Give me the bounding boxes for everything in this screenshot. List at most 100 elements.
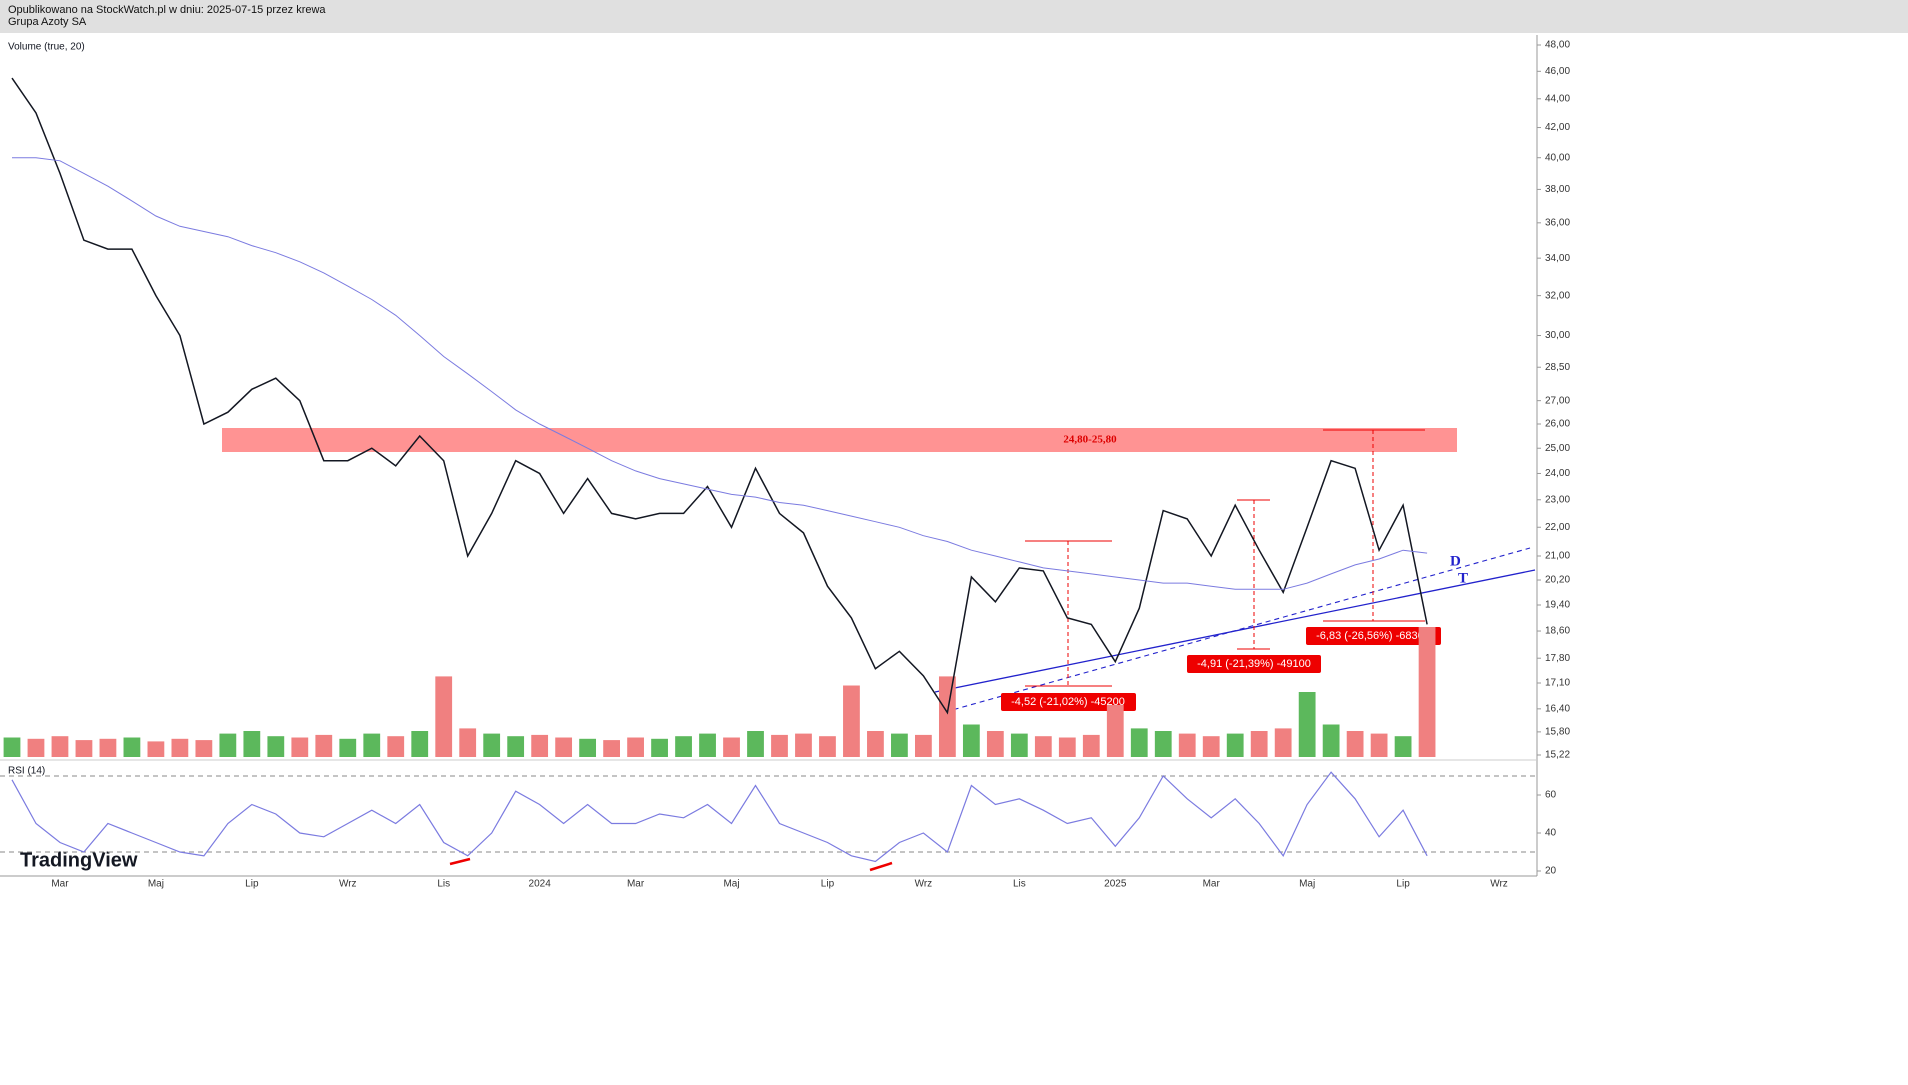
y-tick-label: 17,10 xyxy=(1545,678,1570,689)
volume-bar xyxy=(1346,731,1364,757)
header-line: Opublikowano na StockWatch.pl w dniu: 20… xyxy=(8,4,326,16)
measure-box xyxy=(1187,655,1321,673)
rsi-tick-label: 60 xyxy=(1545,790,1557,801)
volume-bar xyxy=(507,736,525,757)
measure-lines xyxy=(1025,429,1425,687)
volume-bar xyxy=(1034,736,1052,757)
y-tick-label: 19,40 xyxy=(1545,600,1570,611)
volume-bar xyxy=(627,737,644,757)
volume-bar xyxy=(1178,733,1196,757)
trend-line-dashed xyxy=(944,547,1531,713)
volume-bar xyxy=(1010,733,1028,757)
zone-label: 24,80-25,80 xyxy=(1063,434,1117,446)
rsi-tick-label: 40 xyxy=(1545,828,1557,839)
volume-bar xyxy=(795,733,812,757)
volume-bar xyxy=(915,734,932,757)
volume-bar xyxy=(459,728,477,757)
volume-bar xyxy=(651,738,668,757)
price-line xyxy=(11,77,1428,715)
y-tick-label: 22,00 xyxy=(1545,522,1570,533)
volume-bar xyxy=(123,737,141,757)
y-tick-label: 42,00 xyxy=(1545,122,1570,133)
divergence-mark xyxy=(869,861,893,872)
rsi-line xyxy=(11,771,1428,863)
x-tick-label: Lis xyxy=(1013,879,1026,890)
volume-bar xyxy=(363,733,381,757)
volume-bar xyxy=(1226,733,1244,757)
y-tick-label: 28,50 xyxy=(1545,362,1570,373)
x-tick-label: Lip xyxy=(245,879,259,890)
x-tick-label: Wrz xyxy=(339,879,357,890)
x-tick-label: Maj xyxy=(723,879,739,890)
volume-label: Volume (true, 20) xyxy=(8,42,85,53)
y-tick-label: 21,00 xyxy=(1545,551,1570,562)
volume-bar xyxy=(387,736,405,757)
measure-label: -6,83 (-26,56%) -68300 xyxy=(1316,630,1430,642)
x-tick-label: Maj xyxy=(1299,879,1315,890)
volume-bar xyxy=(267,736,285,757)
x-tick-label: Wrz xyxy=(915,879,933,890)
volume-bar xyxy=(171,738,189,757)
volume-bar xyxy=(75,740,93,757)
volume-bar xyxy=(1106,705,1124,757)
volume-bar xyxy=(819,736,836,757)
x-tick-label: Mar xyxy=(1203,879,1221,890)
volume-bar xyxy=(339,738,357,757)
volume-bar xyxy=(1082,734,1100,757)
y-tick-label: 48,00 xyxy=(1545,40,1570,51)
volume-bar xyxy=(771,734,788,757)
volume-bar xyxy=(867,731,884,757)
volume-bar xyxy=(986,731,1004,757)
volume-bar xyxy=(1130,728,1148,757)
price-line xyxy=(12,157,1428,590)
y-tick-label: 15,80 xyxy=(1545,727,1570,738)
volume-bar xyxy=(699,733,716,757)
volume-bar xyxy=(603,740,620,757)
volume-bar xyxy=(483,733,501,757)
y-tick-label: 18,60 xyxy=(1545,626,1570,637)
y-tick-label: 25,00 xyxy=(1545,443,1570,454)
x-tick-label: Maj xyxy=(148,879,164,890)
resistance-zone xyxy=(222,428,1457,452)
volume-bar xyxy=(1154,731,1172,757)
y-tick-label: 40,00 xyxy=(1545,152,1570,163)
volume-bar xyxy=(243,731,261,757)
volume-bar xyxy=(723,737,740,757)
y-tick-label: 46,00 xyxy=(1545,66,1570,77)
volume-bar xyxy=(147,741,165,757)
volume-bar xyxy=(1370,733,1388,757)
y-tick-label: 24,00 xyxy=(1545,468,1570,479)
x-tick-label: Mar xyxy=(51,879,69,890)
y-tick-label: 30,00 xyxy=(1545,330,1570,341)
volume-bar xyxy=(99,738,117,757)
volume-bar xyxy=(1394,736,1412,757)
volume-bar xyxy=(1202,736,1220,757)
y-tick-label: 15,22 xyxy=(1545,750,1570,761)
volume-bar xyxy=(1250,731,1268,757)
volume-bar xyxy=(1274,728,1292,757)
volume-bar xyxy=(219,733,237,757)
y-tick-label: 23,00 xyxy=(1545,494,1570,505)
header-bar xyxy=(0,0,1908,33)
volume-bar xyxy=(1322,724,1340,757)
volume-bar xyxy=(27,738,45,757)
x-tick-label: Lip xyxy=(821,879,835,890)
volume-bar xyxy=(3,737,21,757)
y-tick-label: 27,00 xyxy=(1545,395,1570,406)
volume-bar xyxy=(579,738,597,757)
x-tick-label: Lip xyxy=(1396,879,1410,890)
watermark: TradingView xyxy=(20,849,138,871)
measure-label: -4,91 (-21,39%) -49100 xyxy=(1197,658,1311,670)
x-tick-label: Wrz xyxy=(1490,879,1508,890)
volume-bar xyxy=(555,737,573,757)
y-tick-label: 20,20 xyxy=(1545,575,1570,586)
y-tick-label: 32,00 xyxy=(1545,290,1570,301)
header-line: Grupa Azoty SA xyxy=(8,16,87,28)
volume-bar xyxy=(1298,692,1316,757)
trend-label: T xyxy=(1458,570,1468,586)
y-tick-label: 36,00 xyxy=(1545,217,1570,228)
volume-bar xyxy=(675,736,692,757)
y-tick-label: 16,40 xyxy=(1545,703,1570,714)
